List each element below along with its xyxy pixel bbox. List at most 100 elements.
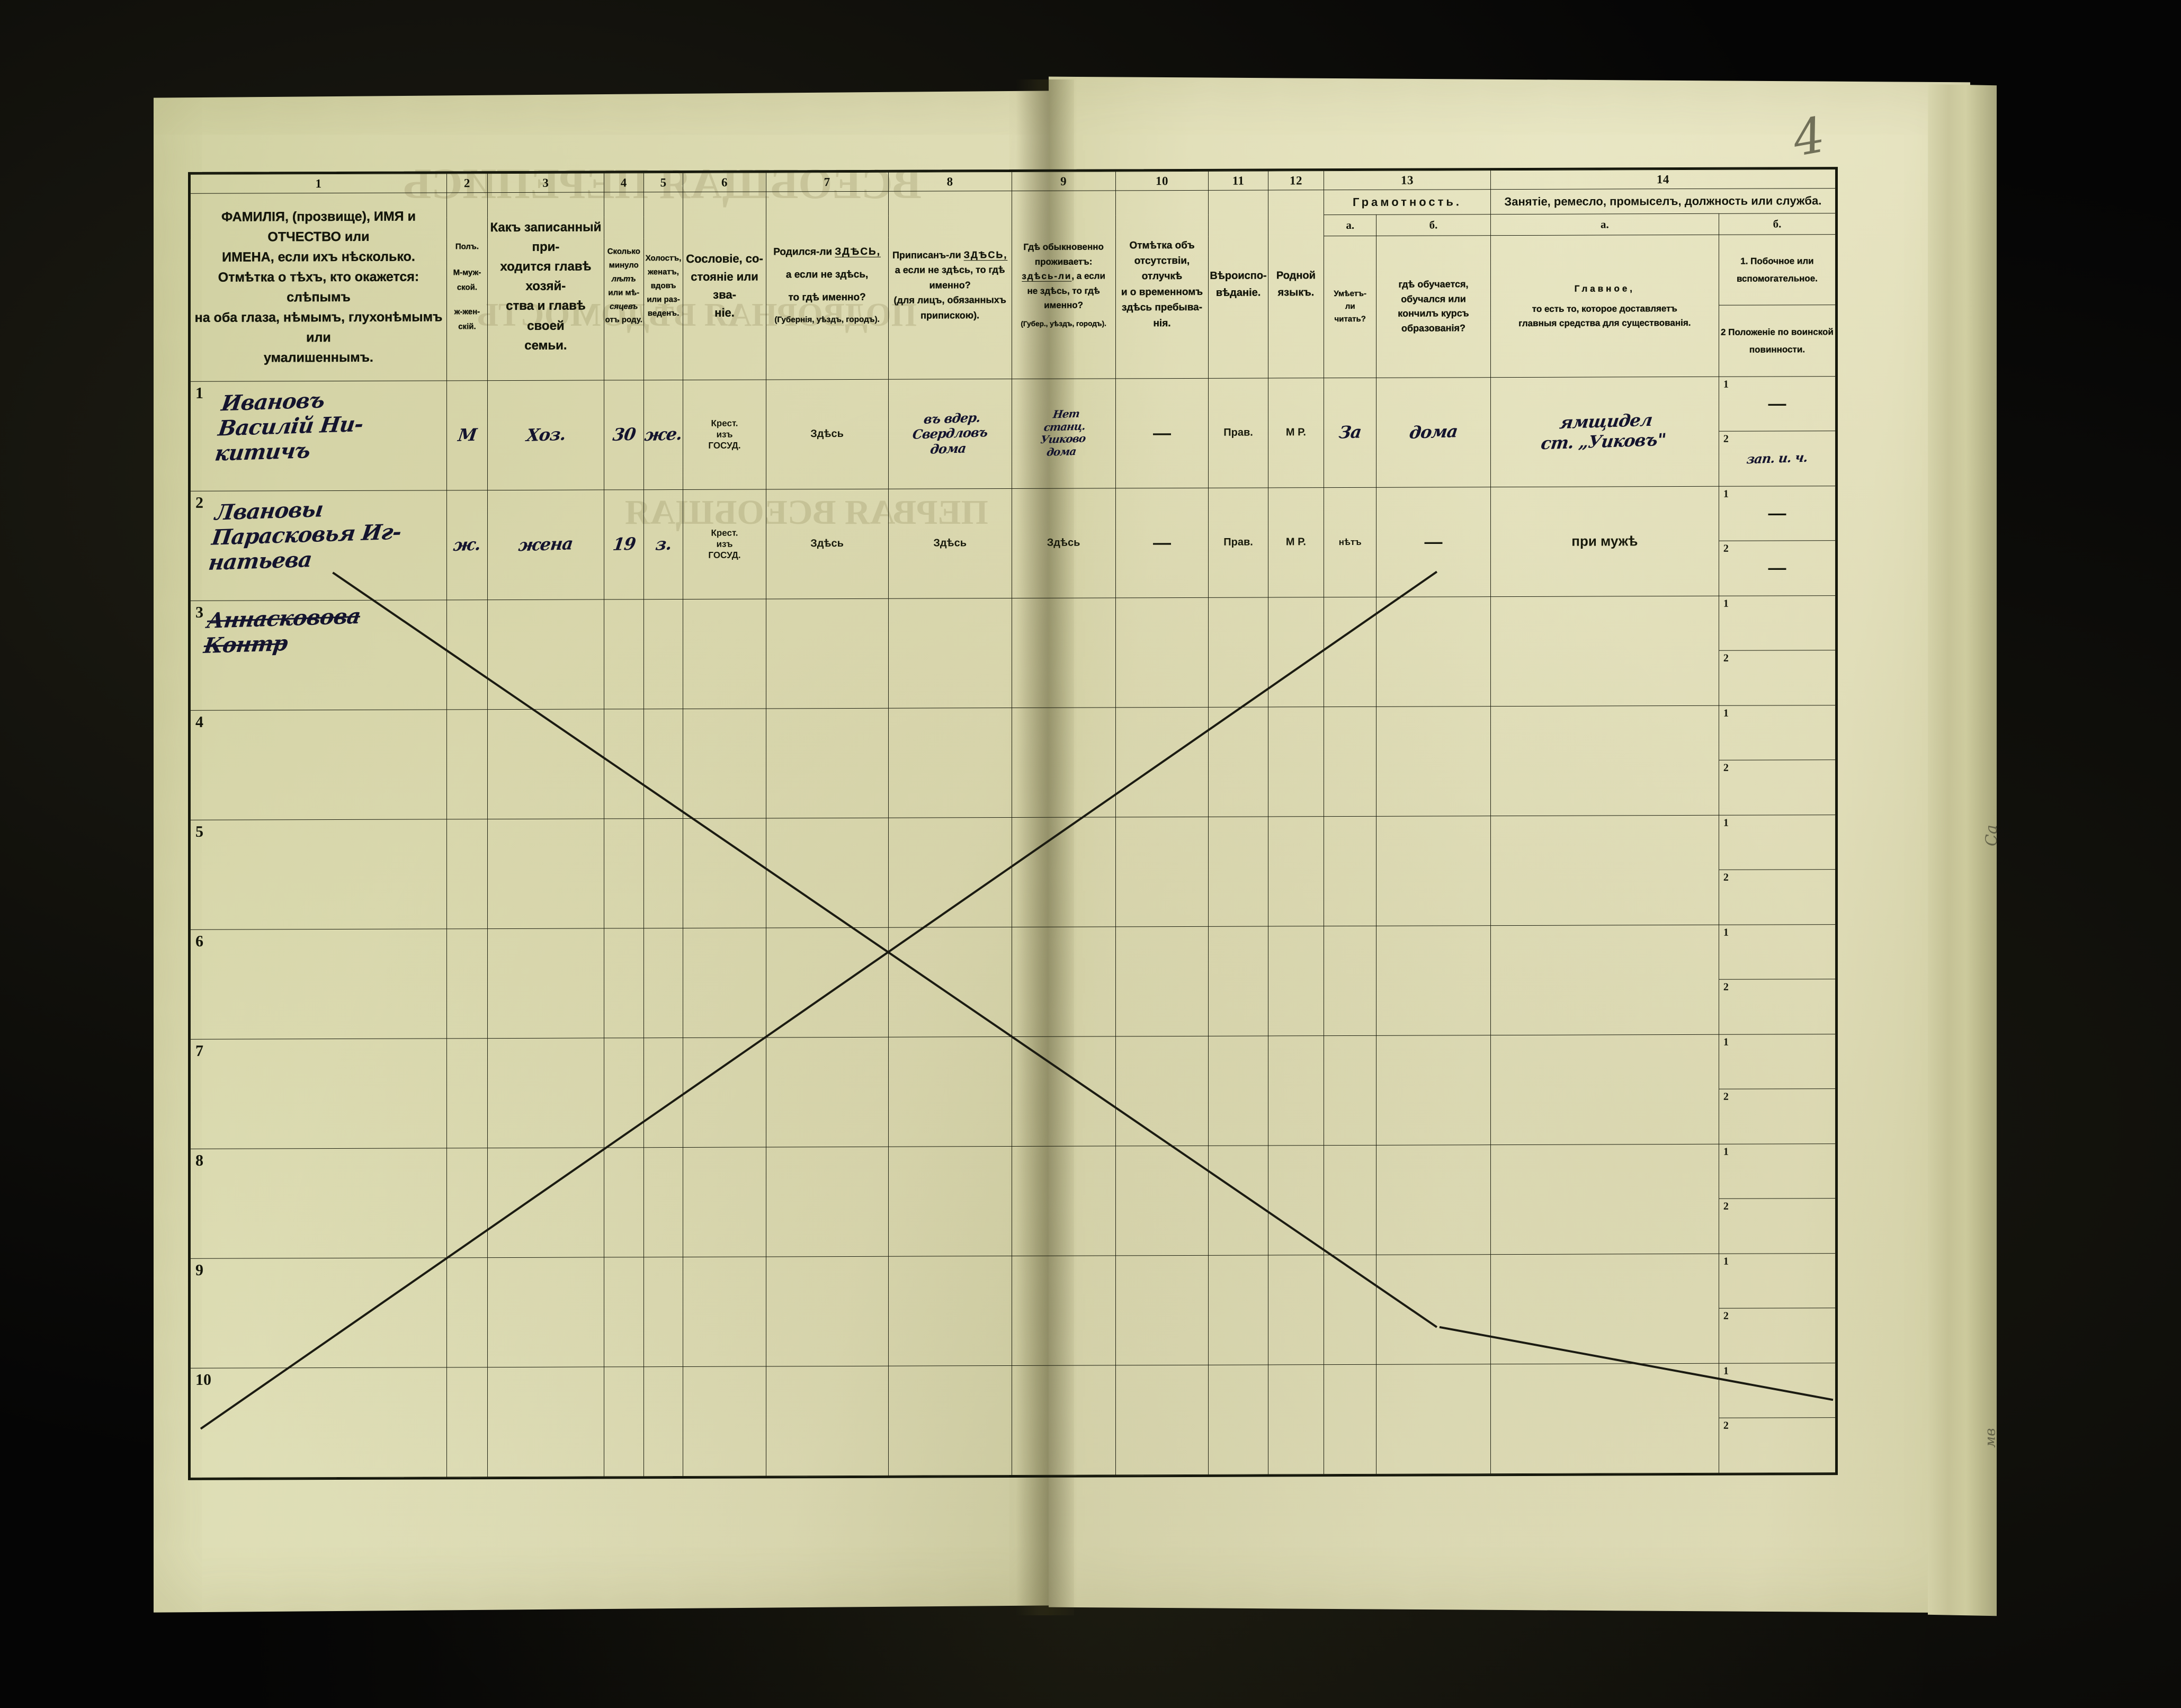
cell-name[interactable]: 7 xyxy=(190,1038,447,1149)
cell-name[interactable]: 6 xyxy=(190,928,447,1040)
cell-occupation-side[interactable]: 1 2 xyxy=(1719,1143,1836,1254)
cell-sex[interactable] xyxy=(446,1257,488,1367)
cell-registered[interactable] xyxy=(888,1146,1012,1257)
cell-language[interactable] xyxy=(1268,707,1324,817)
cell-age[interactable] xyxy=(604,1038,644,1148)
cell-relation[interactable] xyxy=(487,1257,604,1367)
cell-occupation-side[interactable]: 1 — 2 — xyxy=(1719,486,1836,596)
cell-literacy-b[interactable] xyxy=(1376,925,1491,1036)
table-row[interactable]: 9 1 2 xyxy=(190,1253,1836,1369)
cell-occupation-main[interactable] xyxy=(1490,1254,1719,1364)
cell-age[interactable] xyxy=(604,599,644,709)
cell-absence[interactable] xyxy=(1115,926,1209,1036)
cell-born-here[interactable]: Здѣсь xyxy=(766,488,889,599)
cell-religion[interactable] xyxy=(1208,1364,1268,1475)
cell-registered[interactable] xyxy=(888,1036,1012,1147)
table-row[interactable]: 8 1 2 xyxy=(190,1143,1836,1259)
cell-relation[interactable] xyxy=(487,928,604,1039)
cell-estate[interactable] xyxy=(683,708,766,819)
table-row[interactable]: 3 Аннасковова Контр 1 2 xyxy=(190,595,1836,711)
cell-born-here[interactable] xyxy=(766,817,889,928)
cell-age[interactable] xyxy=(604,709,644,819)
cell-occupation-main[interactable] xyxy=(1490,1363,1719,1474)
table-row[interactable]: 6 1 2 xyxy=(190,924,1836,1040)
cell-resides[interactable] xyxy=(1012,1365,1116,1476)
cell-resides[interactable] xyxy=(1012,926,1116,1037)
cell-sex[interactable] xyxy=(446,1038,488,1148)
cell-language[interactable] xyxy=(1268,926,1324,1036)
cell-marital[interactable] xyxy=(643,599,683,709)
cell-born-here[interactable] xyxy=(766,708,889,818)
cell-religion[interactable] xyxy=(1208,1145,1268,1256)
cell-estate[interactable]: Крест. изъ ГОСУД. xyxy=(683,489,766,600)
cell-absence[interactable] xyxy=(1115,707,1209,817)
cell-relation[interactable]: Хоз. xyxy=(487,380,604,490)
cell-estate[interactable]: Крест. изъ ГОСУД. xyxy=(683,379,766,490)
cell-name[interactable]: 8 xyxy=(190,1148,447,1259)
cell-occupation-main[interactable] xyxy=(1490,705,1719,816)
cell-absence[interactable] xyxy=(1115,817,1209,927)
cell-marital[interactable] xyxy=(643,818,683,928)
cell-resides[interactable] xyxy=(1012,707,1116,818)
cell-age[interactable]: 19 xyxy=(604,489,644,600)
cell-religion[interactable] xyxy=(1208,816,1268,927)
cell-literacy-b[interactable] xyxy=(1376,1364,1491,1474)
cell-religion[interactable] xyxy=(1208,1035,1268,1146)
cell-absence[interactable] xyxy=(1115,1365,1209,1475)
table-row[interactable]: 4 1 2 xyxy=(190,705,1836,820)
cell-occupation-main[interactable] xyxy=(1490,1144,1719,1255)
cell-sex[interactable] xyxy=(446,1148,488,1258)
cell-registered[interactable] xyxy=(888,1365,1012,1476)
cell-age[interactable] xyxy=(604,1366,644,1477)
cell-language[interactable] xyxy=(1268,1035,1324,1146)
cell-occupation-main[interactable] xyxy=(1490,925,1719,1035)
cell-age[interactable] xyxy=(604,928,644,1038)
cell-literacy-b[interactable] xyxy=(1376,1144,1491,1255)
cell-registered[interactable]: въ вдер. Свердловъ дома xyxy=(888,379,1012,489)
cell-born-here[interactable]: Здѣсь xyxy=(766,379,889,489)
cell-name[interactable]: 5 xyxy=(190,819,447,930)
cell-literacy-b[interactable] xyxy=(1376,1035,1491,1146)
cell-relation[interactable] xyxy=(487,1366,604,1477)
cell-sex[interactable] xyxy=(446,1367,488,1477)
cell-marital[interactable] xyxy=(643,709,683,819)
cell-marital[interactable] xyxy=(643,1366,683,1477)
cell-estate[interactable] xyxy=(683,1366,766,1477)
cell-literacy-a[interactable] xyxy=(1324,1145,1376,1255)
cell-language[interactable] xyxy=(1268,597,1324,707)
cell-born-here[interactable] xyxy=(766,1037,889,1147)
cell-registered[interactable] xyxy=(888,708,1012,818)
cell-sex[interactable] xyxy=(446,709,488,819)
cell-born-here[interactable] xyxy=(766,598,889,709)
cell-registered[interactable]: Здѣсь xyxy=(888,488,1012,598)
cell-name[interactable]: 9 xyxy=(190,1257,447,1369)
cell-sex[interactable] xyxy=(446,600,488,710)
cell-age[interactable] xyxy=(604,1147,644,1257)
cell-literacy-b[interactable] xyxy=(1376,596,1491,707)
cell-resides[interactable] xyxy=(1012,1146,1116,1256)
cell-occupation-side[interactable]: 1 2 xyxy=(1719,924,1836,1035)
cell-literacy-a[interactable]: За xyxy=(1324,378,1376,488)
cell-literacy-a[interactable] xyxy=(1324,926,1376,1036)
cell-occupation-side[interactable]: 1 2 xyxy=(1719,595,1836,706)
cell-name[interactable]: 10 xyxy=(190,1367,447,1478)
cell-relation[interactable] xyxy=(487,1038,604,1148)
cell-name[interactable]: 1 Ивановъ Василій Ни- китичъ xyxy=(190,380,447,491)
cell-language[interactable] xyxy=(1268,816,1324,926)
cell-occupation-side[interactable]: 1 2 xyxy=(1719,1363,1836,1473)
cell-literacy-b[interactable] xyxy=(1376,816,1491,926)
cell-occupation-side[interactable]: 1 2 xyxy=(1719,815,1836,925)
cell-occupation-side[interactable]: 1 — 2 зап. и. ч. xyxy=(1719,376,1836,486)
cell-religion[interactable] xyxy=(1208,1255,1268,1365)
cell-born-here[interactable] xyxy=(766,1147,889,1257)
table-row[interactable]: 2 Лвановы Парасковья Иг- натьева ж. жена… xyxy=(190,486,1836,601)
cell-literacy-a[interactable] xyxy=(1324,597,1376,707)
cell-relation[interactable] xyxy=(487,709,604,819)
cell-absence[interactable] xyxy=(1115,1036,1209,1146)
cell-estate[interactable] xyxy=(683,598,766,709)
cell-sex[interactable] xyxy=(446,928,488,1039)
cell-absence[interactable] xyxy=(1115,597,1209,708)
cell-literacy-a[interactable] xyxy=(1324,816,1376,926)
cell-relation[interactable] xyxy=(487,818,604,929)
cell-estate[interactable] xyxy=(683,927,766,1038)
